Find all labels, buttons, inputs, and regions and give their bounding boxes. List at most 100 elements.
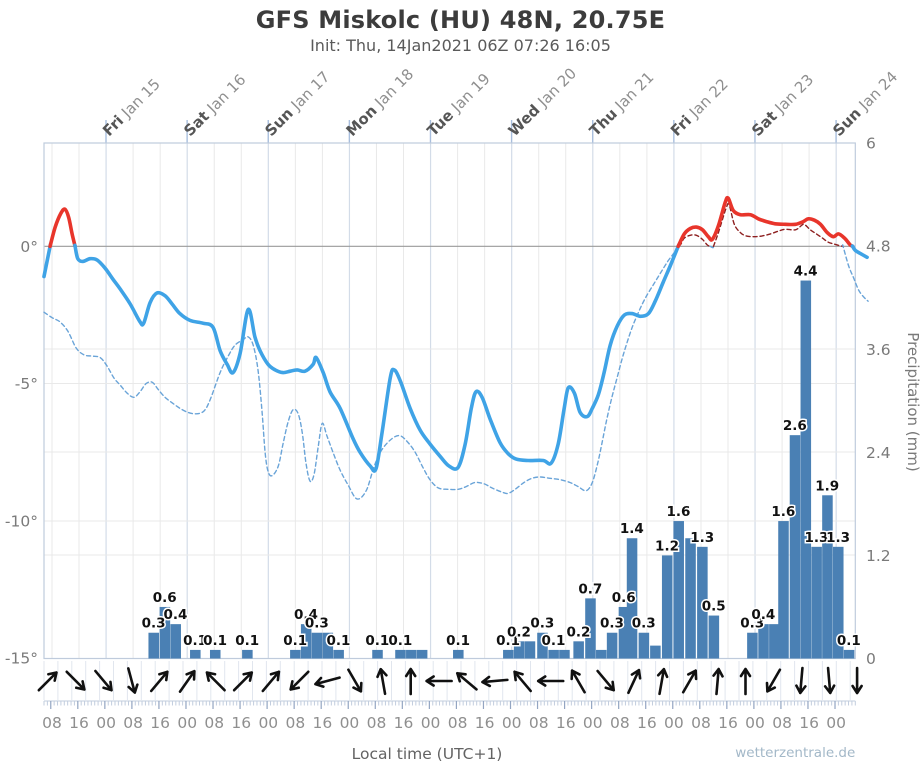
svg-text:Mon Jan 18: Mon Jan 18 — [342, 65, 417, 140]
temp-curve-segment — [676, 195, 855, 249]
precip-bar — [209, 649, 221, 659]
precip-bar — [585, 598, 596, 659]
precip-bar-label: 1.3 — [804, 530, 828, 546]
precip-bar — [789, 435, 801, 659]
precip-bar-label: 0.1 — [541, 633, 565, 649]
dashed-curve-segment — [712, 202, 844, 247]
hour-label: 08 — [123, 714, 143, 732]
day-label: Tue Jan 19 — [424, 70, 494, 140]
hour-label: 16 — [231, 714, 251, 732]
precip-bar-label: 0.4 — [164, 607, 188, 623]
hour-label: 16 — [556, 714, 576, 732]
precip-bar — [513, 641, 525, 659]
precip-bar — [503, 649, 514, 659]
wind-arrow — [404, 667, 417, 696]
precip-bar — [596, 649, 607, 659]
precip-bar — [606, 632, 618, 659]
wind-arrow — [261, 670, 281, 693]
hour-label: 00 — [826, 714, 846, 732]
precip-bar-label: 0.1 — [183, 633, 207, 649]
precip-bar — [673, 521, 684, 659]
wind-arrow — [627, 668, 642, 695]
axis-labels: 0° -5° -10° -15° 6 4.8 3.6 2.4 1.2 0 Precipitation… — [5, 135, 921, 668]
precip-tick-label: 0 — [866, 650, 876, 668]
precip-bar — [190, 649, 201, 659]
precip-bar-label: 0.2 — [507, 624, 531, 640]
wind-arrow — [205, 671, 226, 692]
x-axis-title: Local time (UTC+1) — [352, 745, 503, 763]
precip-bar-label: 0.3 — [600, 616, 624, 632]
hour-label: 00 — [96, 714, 116, 732]
precip-tick-label: 1.2 — [866, 547, 891, 565]
precip-bar-label: 0.1 — [365, 633, 389, 649]
temp-curve-segment — [850, 244, 869, 260]
hour-label: 00 — [502, 714, 522, 732]
precip-bar-label: 1.2 — [655, 538, 679, 554]
hour-label: 08 — [529, 714, 549, 732]
wind-arrow — [376, 667, 388, 696]
temp-tick-label: 0° — [20, 238, 38, 256]
hour-label: 08 — [772, 714, 792, 732]
precip-bar — [626, 538, 638, 659]
precip-bar — [650, 645, 661, 659]
precip-bar-label: 0.6 — [153, 590, 177, 606]
wind-arrow — [795, 666, 807, 695]
precip-bar-label: 0.3 — [632, 616, 656, 632]
precip-bar-label: 0.1 — [235, 633, 259, 649]
precip-bar-label: 2.6 — [783, 418, 807, 434]
hour-label: 00 — [421, 714, 441, 732]
precip-bar-label: 0.4 — [751, 607, 775, 623]
hour-label: 08 — [285, 714, 305, 732]
precip-bar — [395, 649, 406, 659]
svg-text:Sat Jan 23: Sat Jan 23 — [748, 71, 817, 140]
wind-arrow — [712, 667, 724, 696]
precip-bar — [537, 632, 548, 659]
precip-bar-label: 0.3 — [740, 616, 764, 632]
precip-axis-label: Precipitation (mm) — [904, 332, 921, 471]
precip-bar — [322, 632, 334, 659]
precip-bar-label: 1.3 — [690, 530, 714, 546]
temp-curve-segment — [42, 242, 53, 279]
hour-label: 00 — [745, 714, 765, 732]
wind-arrow — [513, 670, 532, 693]
gridlines — [44, 120, 856, 659]
precip-tick-label: 2.4 — [866, 444, 891, 462]
svg-text:Sat Jan 16: Sat Jan 16 — [180, 71, 249, 140]
dashed-temp-curve — [43, 202, 869, 500]
hour-label: 00 — [664, 714, 684, 732]
hour-label: 08 — [42, 714, 62, 732]
precip-bar-label: 0.1 — [446, 633, 470, 649]
day-label: Sun Jan 17 — [261, 68, 333, 140]
precip-bar — [832, 546, 844, 659]
chart-subtitle: Init: Thu, 14Jan2021 06Z 07:26 16:05 — [310, 36, 611, 55]
wind-arrow — [481, 675, 509, 688]
hour-label: 00 — [177, 714, 197, 732]
precip-bar — [811, 546, 822, 659]
hour-label: 16 — [799, 714, 819, 732]
day-label: Sat Jan 23 — [748, 71, 817, 140]
hour-labels: 08 16 00 08 16 00 08 16 00 08 16 00 08 16 00 08 16 00 08 16… — [42, 714, 846, 732]
svg-text:Sun Jan 24: Sun Jan 24 — [829, 68, 901, 140]
wind-arrow — [681, 669, 698, 694]
wind-arrow — [127, 667, 139, 694]
temp-curve-segment — [48, 207, 77, 249]
precip-tick-label: 3.6 — [866, 341, 891, 359]
day-label: Wed Jan 20 — [505, 64, 580, 139]
day-label: Sun Jan 24 — [829, 68, 901, 140]
precip-bar — [548, 649, 559, 659]
temp-curve-segment — [73, 243, 681, 473]
precip-bar — [311, 632, 323, 659]
day-label: Thu Jan 21 — [586, 68, 658, 140]
precip-bar-label: 0.2 — [566, 624, 590, 640]
svg-text:Precipitation (mm): Precipitation (mm) — [904, 332, 921, 471]
precip-bar — [638, 632, 650, 659]
precip-bar — [416, 649, 428, 659]
hour-label: 16 — [637, 714, 657, 732]
precip-bar — [661, 555, 673, 659]
precip-bar-label: 0.3 — [305, 616, 329, 632]
precip-bar-label: 0.1 — [326, 633, 350, 649]
temp-tick-label: -10° — [5, 512, 38, 530]
precip-bar — [697, 546, 708, 659]
